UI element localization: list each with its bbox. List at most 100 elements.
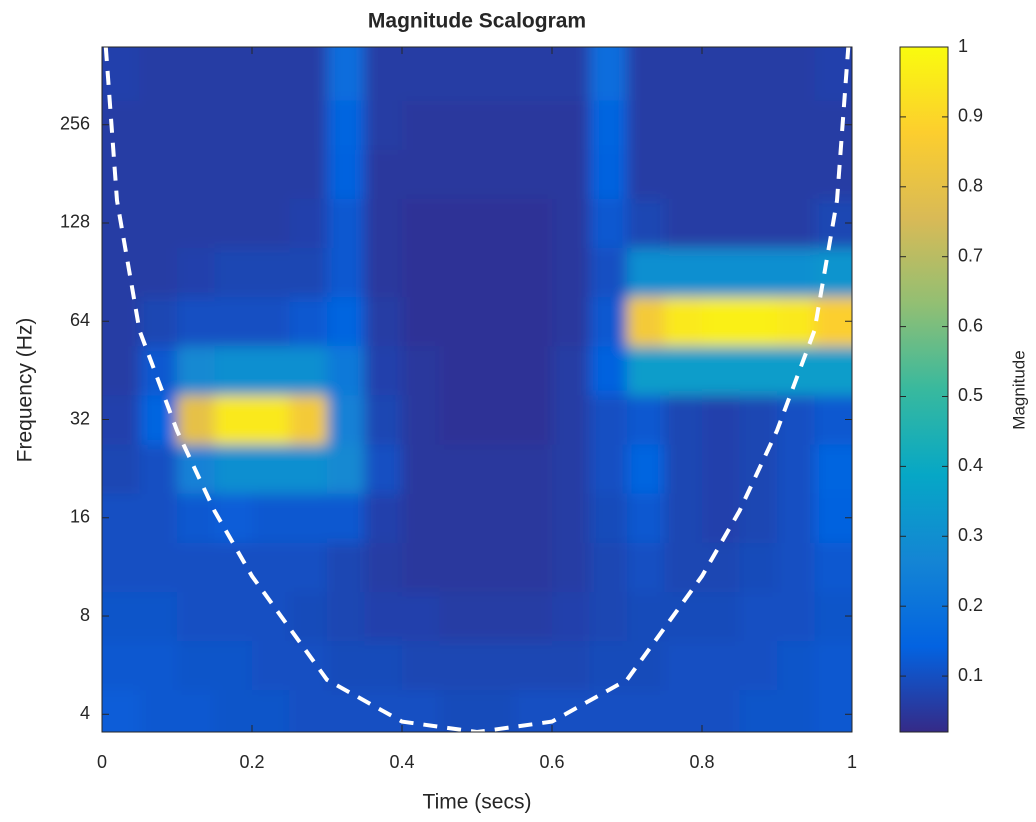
heatmap-cell [739,493,778,543]
heatmap-cell [439,640,478,691]
heatmap-cell [402,493,440,543]
heatmap-cell [177,47,215,101]
heatmap-cell [214,149,253,199]
heatmap-cell [177,149,215,199]
heatmap-cell [139,198,178,249]
heatmap-cell [664,296,703,347]
heatmap-cell [139,640,178,691]
heatmap-cell [214,394,253,445]
heatmap-cell [177,493,215,543]
heatmap-cell [327,296,365,347]
heatmap-cell [514,542,553,593]
heatmap-cell [327,345,365,396]
heatmap-cell [139,689,178,732]
heatmap-cell [177,394,215,445]
heatmap-cell [739,345,778,396]
heatmap-cell [364,345,403,396]
heatmap-cell [402,100,440,150]
heatmap-cell [327,591,365,642]
heatmap-cell [102,47,140,101]
heatmap-cell [327,47,365,101]
heatmap-cell [402,640,440,691]
x-axis-label: Time (secs) [423,791,532,814]
heatmap-cell [814,345,852,396]
colorbar-tick-label: 0.6 [958,315,983,335]
heatmap-cell [589,542,628,593]
heatmap-cell [552,198,590,249]
heatmap-cell [514,493,553,543]
heatmap-cell [177,591,215,642]
heatmap-cell [139,100,178,150]
heatmap-cell [252,198,290,249]
heatmap-cell [139,542,178,593]
heatmap-cell [289,47,328,101]
heatmap-cell [252,493,290,543]
heatmap-cell [702,345,740,396]
heatmap-cell [327,198,365,249]
colorbar-tick-label: 0.9 [958,106,983,126]
y-tick-label: 8 [80,605,90,625]
x-tick-label: 1 [847,752,857,772]
heatmap-cell [702,247,740,298]
heatmap-cell [364,591,403,642]
heatmap-cell [214,296,253,347]
heatmap-cell [327,689,365,732]
y-tick-label: 256 [60,113,90,133]
heatmap-cell [702,47,740,101]
heatmap-cell [814,689,852,732]
heatmap-cell [439,444,478,494]
heatmap-cell [252,296,290,347]
heatmap-cell [177,247,215,298]
heatmap-cell [214,542,253,593]
heatmap-cell [627,444,665,494]
heatmap-cell [514,345,553,396]
heatmap-cell [477,149,515,199]
heatmap-cell [252,345,290,396]
heatmap-cell [402,394,440,445]
heatmap-cell [777,149,815,199]
heatmap-cell [552,149,590,199]
heatmap-cell [364,100,403,150]
heatmap-cell [439,247,478,298]
heatmap-cell [627,394,665,445]
heatmap-cell [552,47,590,101]
y-tick-label: 4 [80,703,90,723]
heatmap-cell [364,296,403,347]
heatmap-cell [814,591,852,642]
heatmap-cell [289,198,328,249]
heatmap-cell [589,47,628,101]
heatmap-cell [477,394,515,445]
heatmap-cell [252,542,290,593]
heatmap-cell [139,247,178,298]
heatmap-cell [627,47,665,101]
heatmap-cell [777,493,815,543]
heatmap-cell [139,149,178,199]
heatmap-cell [214,100,253,150]
heatmap-cell [402,542,440,593]
heatmap-cell [439,296,478,347]
heatmap-cell [627,345,665,396]
heatmap-cell [214,591,253,642]
heatmap-cell [177,296,215,347]
heatmap-cell [439,47,478,101]
heatmap-cell [777,542,815,593]
heatmap-cell [402,198,440,249]
heatmap-cell [552,394,590,445]
heatmap-cell [102,542,140,593]
heatmap-cell [739,47,778,101]
heatmap-cell [777,689,815,732]
heatmap-cell [439,198,478,249]
heatmap-cell [477,198,515,249]
heatmap-cell [289,296,328,347]
heatmap-cell [102,591,140,642]
heatmap-cell [327,149,365,199]
heatmap-cell [814,198,852,249]
heatmap-cell [102,640,140,691]
heatmap-cell [664,444,703,494]
colorbar-tick-label: 0.1 [958,665,983,685]
colorbar-tick-label: 0.2 [958,595,983,615]
colorbar-tick-label: 0.5 [958,385,983,405]
heatmap-cell [402,591,440,642]
heatmap-cell [514,591,553,642]
heatmap-cell [664,198,703,249]
